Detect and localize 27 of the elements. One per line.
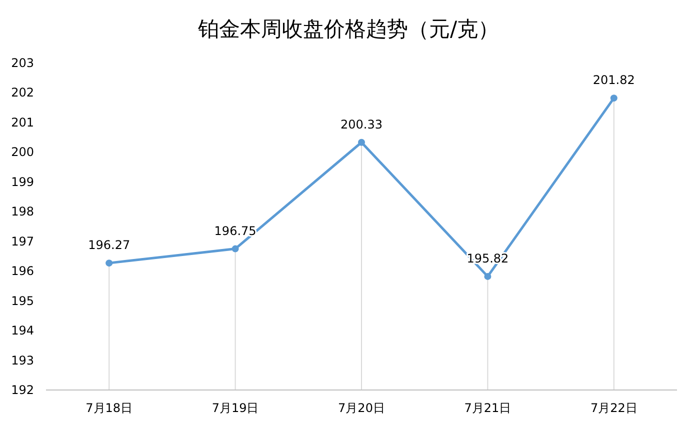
- y-tick-label: 201: [11, 115, 34, 130]
- x-tick-label: 7月19日: [212, 401, 259, 415]
- x-tick-label: 7月21日: [464, 401, 512, 415]
- chart-title: 铂金本周收盘价格趋势（元/克）: [196, 17, 500, 41]
- y-tick-label: 193: [11, 353, 34, 368]
- y-tick-label: 198: [11, 204, 34, 219]
- y-tick-label: 195: [11, 294, 34, 308]
- y-tick-label: 196: [11, 264, 34, 278]
- data-label: 200.33: [340, 117, 382, 132]
- data-label: 196.75: [214, 224, 256, 238]
- data-label: 196.27: [88, 238, 130, 252]
- point: [232, 245, 239, 252]
- point: [484, 272, 492, 280]
- point: [610, 94, 618, 102]
- y-tick-label: 202: [11, 86, 34, 100]
- x-tick-label: 7月18日: [86, 401, 133, 415]
- x-tick-label: 7月22日: [590, 401, 638, 415]
- y-tick-label: 199: [11, 174, 34, 189]
- y-tick-label: 192: [11, 383, 34, 397]
- y-tick-label: 194: [11, 324, 34, 338]
- y-tick-label: 203: [11, 56, 34, 70]
- y-tick-label: 200: [11, 145, 34, 160]
- y-tick-label: 197: [11, 234, 34, 248]
- point: [358, 138, 365, 146]
- point: [106, 260, 113, 267]
- x-tick-label: 7月20日: [338, 401, 385, 415]
- data-label: 201.82: [592, 73, 635, 88]
